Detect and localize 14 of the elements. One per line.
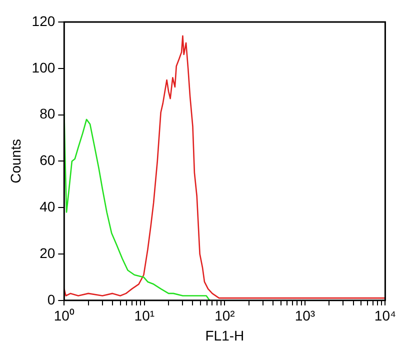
y-tick-label: 60 <box>40 152 56 168</box>
x-tick-label: 10¹ <box>134 308 155 324</box>
y-tick-label: 0 <box>47 291 56 308</box>
x-tick-label: 10⁴ <box>374 308 396 324</box>
y-tick-label: 100 <box>32 59 56 76</box>
y-tick-label: 80 <box>40 106 56 122</box>
y-tick-label: 120 <box>32 12 56 29</box>
y-axis-title: Counts <box>7 139 24 184</box>
x-tick-label: 10² <box>214 308 236 324</box>
y-tick-label: 20 <box>40 244 56 261</box>
x-tick-label: 10⁰ <box>54 308 74 324</box>
x-axis-title: FL1-H <box>205 327 244 344</box>
x-tick-label: 10³ <box>294 308 316 324</box>
y-tick-label: 40 <box>40 198 56 214</box>
